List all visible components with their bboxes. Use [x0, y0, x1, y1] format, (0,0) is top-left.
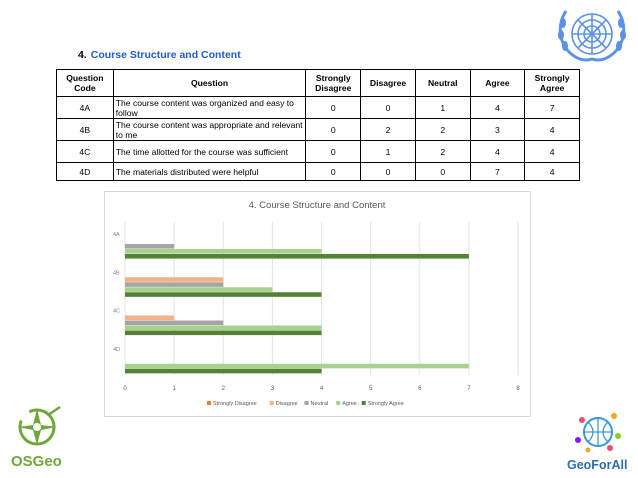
header-question-code: Question Code — [56, 69, 114, 97]
cell-strongly-agree: 4 — [524, 162, 580, 181]
table-row: 4D The materials distributed were helpfu… — [56, 162, 580, 181]
cell-disagree: 0 — [360, 162, 416, 181]
table-row: 4A The course content was organized and … — [56, 96, 580, 119]
cell-disagree: 1 — [360, 140, 416, 163]
bar-strongly-agree — [125, 368, 322, 374]
bar-disagree — [125, 315, 175, 321]
survey-results-table: Question Code Question Strongly Disagree… — [56, 69, 580, 181]
legend-entry: Disagree — [276, 401, 298, 407]
cell-agree: 7 — [469, 162, 526, 181]
cell-disagree: 2 — [360, 118, 416, 141]
cell-agree: 4 — [469, 140, 526, 163]
cell-code: 4A — [56, 96, 114, 119]
x-tick-label: 7 — [467, 386, 471, 392]
category-label: 4D — [113, 347, 120, 353]
bar-chart-panel: 4. Course Structure and Content 0 1 2 3 4 5 6 7 8… — [104, 191, 531, 417]
legend-swatch — [269, 401, 274, 405]
osgeo-compass-icon: OSGeo — [11, 405, 62, 470]
header-neutral: Neutral — [414, 69, 471, 97]
bar-disagree — [125, 277, 224, 282]
table-header-row: Question Code Question Strongly Disagree… — [56, 69, 580, 97]
cell-strongly-agree: 4 — [524, 118, 580, 141]
legend-swatch — [361, 401, 366, 405]
legend-swatch — [207, 401, 211, 405]
cell-neutral: 2 — [414, 140, 471, 163]
x-tick-label: 8 — [516, 386, 520, 392]
x-tick-label: 4 — [320, 386, 324, 392]
united-nations-emblem-icon — [558, 10, 626, 62]
geoforall-label: GeoForAll — [567, 458, 627, 472]
cell-strongly-agree: 7 — [524, 96, 580, 119]
category-label: 4B — [113, 270, 120, 276]
cell-strongly-agree: 4 — [524, 140, 580, 163]
legend-entry: Neutral — [311, 401, 329, 407]
x-tick-label: 1 — [172, 386, 176, 392]
header-strongly-agree: Strongly Agree — [524, 69, 580, 97]
osgeo-label: OSGeo — [11, 453, 62, 470]
cell-neutral: 1 — [414, 96, 471, 119]
chart-title: 4. Course Structure and Content — [249, 200, 386, 211]
legend-entry: Strongly Disagree — [213, 401, 257, 407]
bar-strongly-agree — [125, 254, 469, 259]
bar-chart: 4. Course Structure and Content 0 1 2 3 4 5 6 7 8… — [113, 200, 520, 407]
x-tick-label: 5 — [369, 386, 373, 392]
x-tick-label: 6 — [418, 386, 422, 392]
cell-neutral: 0 — [414, 162, 471, 181]
category-label: 4C — [113, 309, 120, 315]
header-disagree: Disagree — [360, 69, 416, 97]
legend-swatch — [304, 401, 309, 405]
geoforall-globe-icon: GeoForAll — [567, 413, 627, 472]
section-title: Course Structure and Content — [90, 49, 241, 61]
x-tick-label: 0 — [123, 386, 127, 392]
table-row: 4C The time allotted for the course was … — [56, 140, 580, 163]
table-row: 4B The course content was appropriate an… — [56, 118, 580, 141]
cell-agree: 4 — [469, 96, 526, 119]
cell-agree: 3 — [469, 118, 526, 141]
bar-strongly-agree — [125, 330, 322, 336]
cell-neutral: 2 — [414, 118, 471, 141]
bar-neutral — [125, 244, 175, 249]
x-tick-label: 2 — [222, 386, 226, 392]
cell-question: The time allotted for the course was suf… — [112, 140, 307, 163]
cell-code: 4C — [56, 140, 114, 163]
cell-question: The materials distributed were helpful — [112, 162, 307, 181]
legend-entry: Strongly Agree — [368, 401, 404, 407]
header-agree: Agree — [469, 69, 526, 97]
cell-question: The course content was organized and eas… — [112, 96, 307, 119]
cell-code: 4B — [56, 118, 114, 141]
cell-disagree: 0 — [360, 96, 416, 119]
cell-strongly-disagree: 0 — [305, 162, 362, 181]
cell-strongly-disagree: 0 — [305, 118, 362, 141]
section-number: 4. — [78, 49, 87, 61]
bar-neutral — [125, 320, 224, 326]
category-label: 4A — [113, 232, 120, 238]
cell-strongly-disagree: 0 — [305, 96, 362, 119]
legend-swatch — [336, 401, 341, 405]
bar-agree — [125, 363, 469, 369]
bar-strongly-agree — [125, 292, 322, 297]
x-tick-label: 3 — [271, 386, 275, 392]
cell-question: The course content was appropriate and r… — [112, 118, 307, 141]
bar-agree — [125, 325, 322, 331]
section-heading: 4. Course Structure and Content — [78, 49, 241, 61]
header-question: Question — [112, 69, 307, 97]
legend-entry: Agree — [342, 401, 357, 407]
cell-code: 4D — [56, 162, 114, 181]
bar-agree — [125, 249, 322, 254]
header-strongly-disagree: Strongly Disagree — [305, 69, 362, 97]
bar-neutral — [125, 282, 224, 287]
bar-agree — [125, 287, 273, 292]
cell-strongly-disagree: 0 — [305, 140, 362, 163]
